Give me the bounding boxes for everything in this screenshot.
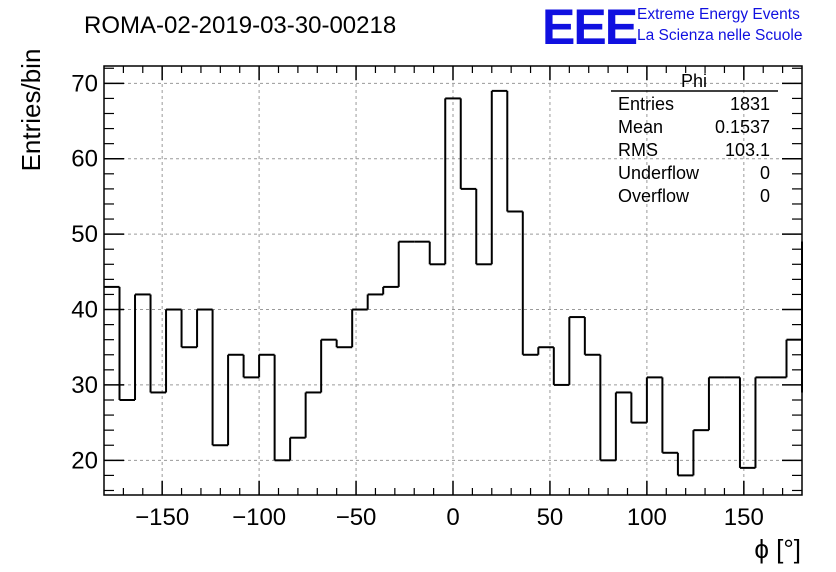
y-tick-label: 60 bbox=[71, 146, 98, 173]
run-title: ROMA-02-2019-03-30-00218 bbox=[84, 12, 396, 39]
eee-logo-line-2: La Scienza nelle Scuole bbox=[637, 27, 802, 44]
y-tick-label: 30 bbox=[71, 372, 98, 399]
x-tick-label: −100 bbox=[232, 504, 286, 531]
stats-row-value: 1831 bbox=[730, 94, 770, 114]
x-tick-label: −50 bbox=[336, 504, 377, 531]
stats-row-label: Entries bbox=[618, 94, 674, 114]
y-tick-label: 20 bbox=[71, 447, 98, 474]
grid-lines bbox=[104, 66, 802, 495]
x-tick-label: 0 bbox=[446, 504, 459, 531]
y-axis-label: Entries/bin bbox=[16, 49, 46, 172]
stats-box-title: Phi bbox=[681, 71, 707, 91]
eee-logo: EEE Extreme Energy Events La Scienza nel… bbox=[542, 0, 802, 55]
x-tick-label: 50 bbox=[537, 504, 564, 531]
x-axis-label: ϕ [°] bbox=[754, 534, 801, 564]
stats-row-value: 0.1537 bbox=[715, 117, 770, 137]
y-tick-label: 40 bbox=[71, 297, 98, 324]
stats-row-value: 103.1 bbox=[725, 140, 770, 160]
eee-logo-mark: EEE bbox=[542, 0, 637, 55]
stats-row-value: 0 bbox=[760, 163, 770, 183]
x-tick-label: 150 bbox=[724, 504, 764, 531]
y-tick-label: 70 bbox=[71, 70, 98, 97]
axis-ticks bbox=[104, 66, 802, 495]
y-tick-label: 50 bbox=[71, 221, 98, 248]
stats-row-label: Underflow bbox=[618, 163, 700, 183]
tick-labels: −150 −100 −50 0 50 100 150 20 30 40 50 60 70 bbox=[71, 70, 764, 531]
x-tick-label: −150 bbox=[135, 504, 189, 531]
plot-frame bbox=[103, 65, 803, 496]
stats-rows: Entries 1831 Mean 0.1537 RMS 103.1 Underflow 0 O… bbox=[618, 94, 770, 206]
x-tick-label: 100 bbox=[627, 504, 667, 531]
eee-logo-line-1: Extreme Energy Events bbox=[637, 6, 800, 23]
stats-row-value: 0 bbox=[760, 186, 770, 206]
stats-row-label: Mean bbox=[618, 117, 663, 137]
stats-row-label: RMS bbox=[618, 140, 658, 160]
stats-row-label: Overflow bbox=[618, 186, 690, 206]
stats-box: Phi Entries 1831 Mean 0.1537 RMS 103.1 Underfl… bbox=[611, 71, 778, 206]
